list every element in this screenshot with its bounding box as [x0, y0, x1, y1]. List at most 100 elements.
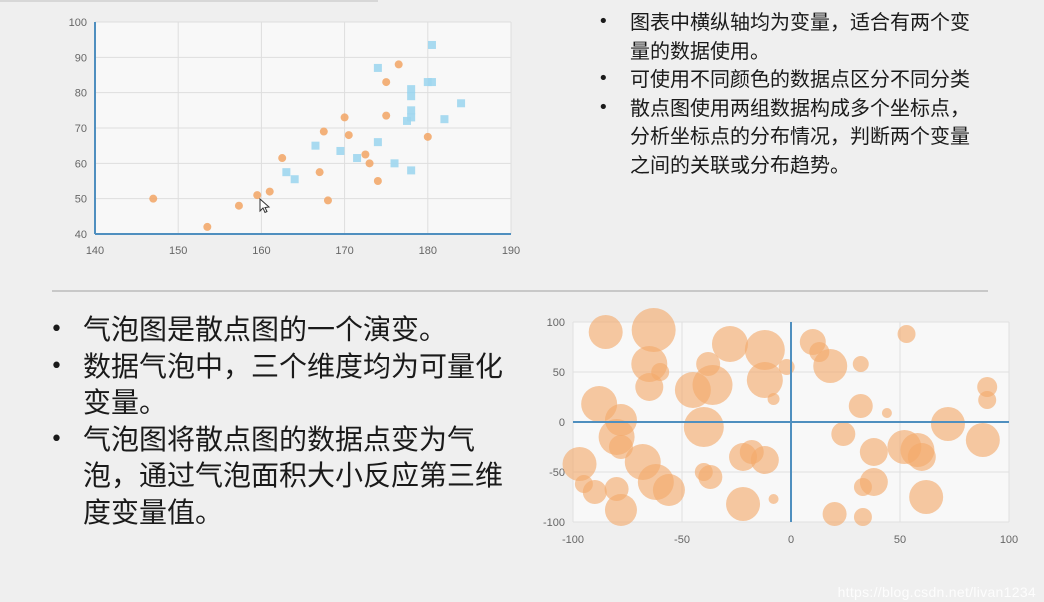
- scatter-x-tick: 160: [252, 245, 270, 257]
- bubble: [726, 487, 761, 521]
- bubble: [768, 494, 779, 504]
- bubble: [581, 386, 618, 422]
- watermark: https://blog.csdn.net/livan1234: [837, 584, 1036, 600]
- scatter-note-1: 图表中横纵轴均为变量，适合有两个变量的数据使用。: [598, 8, 978, 65]
- bubble: [746, 362, 783, 398]
- bubble: [635, 373, 664, 401]
- scatter-point: [423, 78, 432, 87]
- section-divider: [52, 290, 988, 292]
- bubble: [859, 438, 888, 466]
- bubble: [853, 508, 872, 526]
- bubble: [711, 326, 748, 362]
- scatter-point: [315, 168, 324, 177]
- bubble-x-tick: 100: [1000, 534, 1018, 546]
- bubble-notes: 气泡图是散点图的一个演变。 数据气泡中，三个维度均为可量化变量。 气泡图将散点图…: [50, 312, 520, 531]
- scatter-point: [253, 191, 262, 200]
- mouse-cursor-icon: [259, 197, 271, 214]
- top-rule: [0, 0, 378, 2]
- bubble: [930, 407, 965, 441]
- scatter-x-tick: 180: [419, 245, 437, 257]
- bubble-y-tick: 50: [553, 367, 565, 379]
- bubble: [778, 359, 795, 375]
- scatter-point: [394, 60, 403, 69]
- scatter-x-tick: 140: [86, 245, 104, 257]
- bubble: [588, 315, 623, 349]
- bubble: [965, 423, 1000, 457]
- scatter-point: [407, 113, 416, 122]
- bubble: [907, 443, 936, 471]
- bubble: [978, 391, 997, 409]
- bubble: [977, 377, 998, 397]
- scatter-point: [203, 222, 212, 231]
- scatter-point: [336, 146, 345, 155]
- bubble: [767, 393, 780, 405]
- scatter-point: [427, 40, 436, 49]
- scatter-point: [234, 201, 243, 210]
- scatter-note-2: 可使用不同颜色的数据点区分不同分类: [598, 65, 978, 94]
- bubble: [909, 480, 944, 514]
- bubble-y-tick: -100: [543, 517, 565, 529]
- bubble-y-tick: -50: [549, 467, 565, 479]
- bubble: [881, 408, 892, 418]
- bubble-x-tick: -50: [674, 534, 690, 546]
- bubble: [853, 478, 872, 496]
- scatter-y-tick: 90: [75, 52, 87, 64]
- scatter-point: [457, 99, 466, 108]
- bubble: [683, 407, 724, 447]
- bubble-note-3: 气泡图将散点图的数据点变为气泡，通过气泡面积大小反应第三维度变量值。: [50, 422, 520, 532]
- bubble-note-1: 气泡图是散点图的一个演变。: [50, 312, 520, 349]
- scatter-y-tick: 60: [75, 158, 87, 170]
- bubble-chart: -100 -50 0 50 100 100 50 0 -50 -100: [543, 308, 1018, 546]
- scatter-point: [382, 78, 391, 87]
- scatter-y-tick: 80: [75, 88, 87, 100]
- bubble: [631, 308, 676, 352]
- bubble: [852, 356, 869, 372]
- scatter-y-tick: 70: [75, 123, 87, 135]
- bubble: [608, 435, 633, 459]
- bubble: [696, 352, 721, 376]
- scatter-point: [373, 63, 382, 72]
- scatter-point: [278, 154, 287, 163]
- bubble: [897, 325, 916, 343]
- scatter-point: [373, 138, 382, 147]
- scatter-point: [265, 187, 274, 196]
- scatter-point: [390, 159, 399, 168]
- scatter-point: [382, 111, 391, 120]
- scatter-point: [365, 159, 374, 168]
- scatter-point: [407, 166, 416, 175]
- scatter-point: [282, 168, 291, 177]
- scatter-point: [423, 132, 432, 141]
- scatter-point: [407, 85, 416, 94]
- scatter-point: [440, 115, 449, 124]
- bubble: [750, 446, 779, 474]
- scatter-y-tick: 50: [75, 194, 87, 206]
- scatter-x-tick: 190: [502, 245, 520, 257]
- bubble: [692, 365, 733, 405]
- scatter-y-tick: 100: [69, 17, 87, 29]
- scatter-point: [361, 150, 370, 159]
- bubble-x-tick: 0: [788, 534, 794, 546]
- bubble: [822, 502, 847, 526]
- scatter-x-tick: 170: [335, 245, 353, 257]
- bubble: [694, 463, 713, 481]
- scatter-point: [319, 127, 328, 136]
- bubble: [562, 447, 597, 481]
- scatter-point: [407, 106, 416, 115]
- scatter-point: [407, 92, 416, 101]
- scatter-point: [311, 141, 320, 150]
- scatter-notes: 图表中横纵轴均为变量，适合有两个变量的数据使用。 可使用不同颜色的数据点区分不同…: [598, 8, 978, 179]
- bubble-y-tick: 100: [547, 317, 565, 329]
- scatter-point: [403, 116, 411, 125]
- bubble: [604, 494, 637, 526]
- bubble: [744, 330, 785, 370]
- scatter-x-tick: 150: [169, 245, 187, 257]
- bubble-note-2: 数据气泡中，三个维度均为可量化变量。: [50, 349, 520, 422]
- scatter-point: [353, 154, 362, 163]
- scatter-chart: 140 150 160 170 180 190 40 50 60 70 80 90 100: [69, 17, 521, 257]
- scatter-point: [323, 196, 332, 205]
- scatter-point: [340, 113, 349, 122]
- bubble: [831, 422, 856, 446]
- scatter-y-tick: 40: [75, 229, 87, 241]
- bubble: [848, 394, 873, 418]
